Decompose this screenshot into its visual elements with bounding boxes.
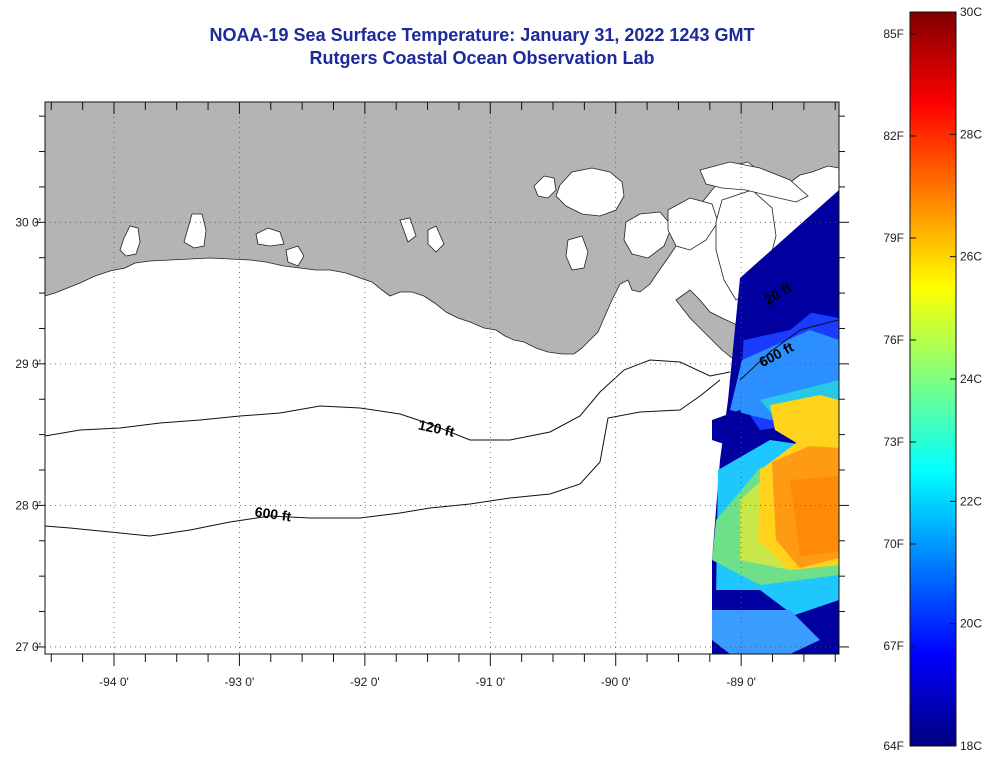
lake-pontchartrain — [555, 167, 625, 217]
lon-tick-label: -92 0' — [350, 675, 380, 689]
lon-tick-label: -90 0' — [601, 675, 631, 689]
map-title: NOAA-19 Sea Surface Temperature: January… — [209, 25, 755, 45]
colorbar-f-label: 76F — [883, 333, 904, 347]
contour-120ft — [45, 359, 731, 441]
colorbar-f-label: 64F — [883, 739, 904, 753]
latitude-tick-labels: 27 0' 28 0' 29 0' 30 0' — [15, 215, 41, 654]
lat-tick-label: 30 0' — [15, 215, 41, 229]
contour-600ft-offshore — [739, 319, 839, 381]
marsh-area-west — [399, 217, 417, 243]
lon-tick-label: -93 0' — [225, 675, 255, 689]
lon-tick-label: -91 0' — [475, 675, 505, 689]
contour-label-600ft: 600 ft — [254, 504, 293, 525]
map-axis-ticks — [35, 102, 849, 666]
colorbar-gradient — [909, 11, 957, 747]
mississippi-sound — [699, 161, 809, 203]
white-lake — [255, 227, 285, 247]
colorbar-c-label: 20C — [960, 617, 982, 631]
colorbar-c-label: 22C — [960, 494, 982, 508]
map-subtitle: Rutgers Coastal Ocean Observation Lab — [309, 48, 655, 68]
marsh-area-east — [623, 211, 673, 259]
grand-lake — [285, 245, 305, 267]
lat-tick-label: 27 0' — [15, 640, 41, 654]
contour-label-120ft: 120 ft — [417, 417, 456, 440]
lon-tick-label: -89 0' — [726, 675, 756, 689]
map-frame — [44, 101, 840, 655]
temperature-colorbar: 85F 82F 79F 76F 73F 70F 67F 64F 30C 28C 26C 24C 22C… — [883, 5, 982, 753]
colorbar-f-label: 70F — [883, 537, 904, 551]
colorbar-c-label: 26C — [960, 250, 982, 264]
colorbar-f-label: 82F — [883, 129, 904, 143]
colorbar-c-label: 24C — [960, 372, 982, 386]
colorbar-c-label: 18C — [960, 739, 982, 753]
map-title-block: NOAA-19 Sea Surface Temperature: January… — [44, 24, 920, 70]
colorbar-f-label: 85F — [883, 27, 904, 41]
lat-tick-label: 28 0' — [15, 498, 41, 512]
marsh-area-central — [427, 225, 445, 253]
colorbar-celsius-labels: 30C 28C 26C 24C 22C 20C 18C — [950, 5, 982, 753]
lat-tick-label: 29 0' — [15, 357, 41, 371]
colorbar-fahrenheit-labels: 85F 82F 79F 76F 73F 70F 67F 64F — [883, 27, 916, 753]
lon-tick-label: -94 0' — [99, 675, 129, 689]
sst-satellite-swath — [712, 190, 839, 654]
lake-maurepas — [533, 175, 557, 199]
breton-sound — [667, 197, 719, 251]
contour-600ft — [45, 379, 721, 537]
lake-calcasieu — [119, 225, 141, 257]
colorbar-f-label: 67F — [883, 639, 904, 653]
colorbar-f-label: 73F — [883, 435, 904, 449]
lake-salvador — [565, 235, 589, 271]
colorbar-c-label: 28C — [960, 127, 982, 141]
map-grid — [45, 102, 839, 654]
colorbar-c-label: 30C — [960, 5, 982, 19]
colorbar-f-label: 79F — [883, 231, 904, 245]
longitude-tick-labels: -94 0' -93 0' -92 0' -91 0' -90 0' -89 0' — [99, 675, 756, 689]
